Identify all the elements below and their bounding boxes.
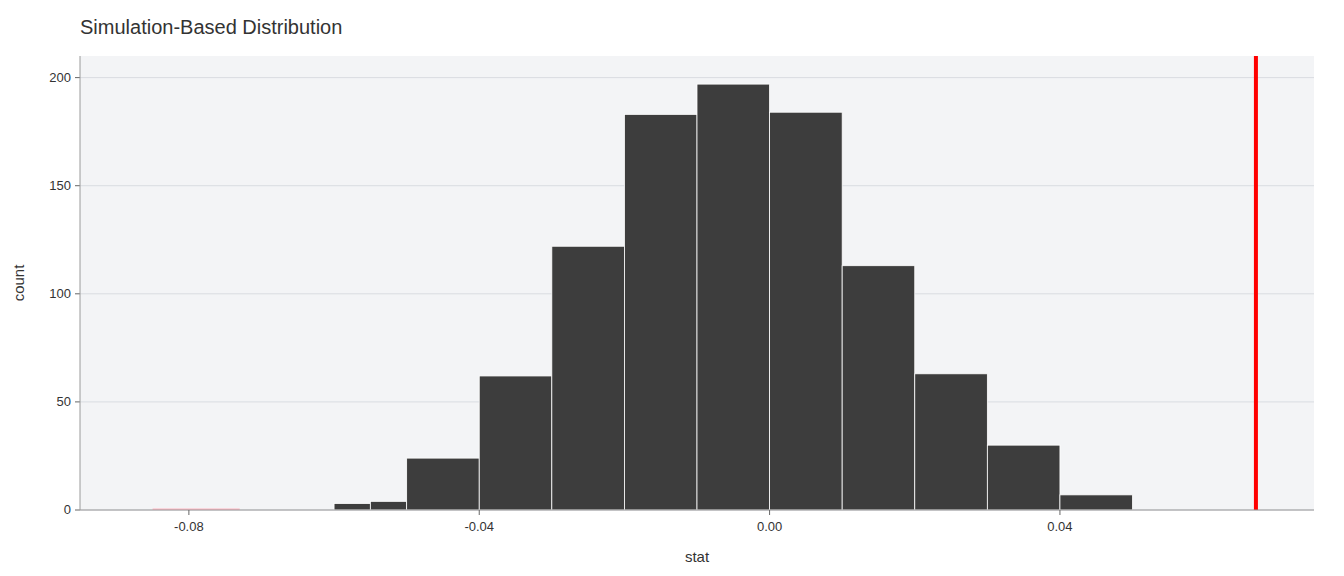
tick-label: 0.04 bbox=[1047, 519, 1072, 534]
y-axis-label: count bbox=[10, 264, 27, 302]
tick-mark bbox=[75, 77, 80, 78]
tick-label: 50 bbox=[57, 394, 71, 409]
histogram-bar bbox=[842, 266, 915, 510]
histogram-bar bbox=[334, 504, 370, 510]
tick-mark bbox=[479, 510, 480, 515]
chart-title: Simulation-Based Distribution bbox=[80, 16, 342, 38]
histogram-bar bbox=[915, 374, 988, 510]
grid-line bbox=[80, 77, 1314, 78]
tick-label: -0.04 bbox=[464, 519, 494, 534]
tick-label: 100 bbox=[49, 286, 71, 301]
histogram-bar bbox=[407, 458, 480, 510]
histogram-bar bbox=[552, 246, 625, 510]
tick-label: 0 bbox=[64, 502, 71, 517]
y-axis-line bbox=[80, 56, 81, 510]
tick-mark bbox=[188, 510, 189, 515]
tick-mark bbox=[769, 510, 770, 515]
histogram-bar bbox=[697, 84, 770, 510]
reference-line bbox=[1254, 56, 1258, 510]
chart: 0 50 100 150 200 -0.08 -0.04 0.00 0.04 stat count S… bbox=[0, 0, 1344, 576]
tick-label: 200 bbox=[49, 70, 71, 85]
histogram-bar bbox=[370, 501, 406, 510]
tick-label: 0.00 bbox=[757, 519, 782, 534]
tick-mark bbox=[75, 401, 80, 402]
plot-background bbox=[80, 56, 1314, 510]
tick-mark bbox=[1059, 510, 1060, 515]
histogram-bar bbox=[770, 112, 843, 510]
histogram-bar bbox=[1060, 495, 1133, 510]
x-axis-label: stat bbox=[685, 548, 710, 565]
histogram-bar bbox=[987, 445, 1060, 510]
x-axis-line bbox=[80, 510, 1314, 511]
tick-mark bbox=[75, 293, 80, 294]
plot-data bbox=[153, 56, 1256, 510]
grid-line bbox=[80, 510, 1314, 511]
histogram-bar bbox=[624, 114, 697, 510]
tick-mark bbox=[75, 185, 80, 186]
grid bbox=[80, 78, 1314, 510]
tick-label: -0.08 bbox=[174, 519, 204, 534]
y-axis: 0 50 100 150 200 bbox=[49, 70, 80, 517]
tick-mark bbox=[75, 510, 80, 511]
x-axis: -0.08 -0.04 0.00 0.04 bbox=[174, 510, 1073, 534]
tick-label: 150 bbox=[49, 178, 71, 193]
histogram-bar bbox=[479, 376, 552, 510]
